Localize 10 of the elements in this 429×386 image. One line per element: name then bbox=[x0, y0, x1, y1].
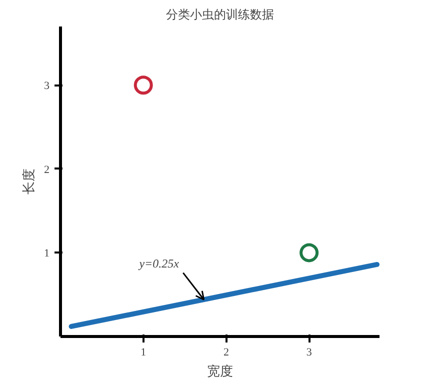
x-axis-title: 宽度 bbox=[207, 364, 233, 378]
annotation: y=0.25x bbox=[138, 256, 180, 270]
x-tick-label: 3 bbox=[306, 346, 312, 358]
y-axis-title: 长度 bbox=[21, 168, 36, 194]
x-tick-label: 1 bbox=[140, 346, 146, 358]
y-tick-label: 3 bbox=[44, 80, 50, 92]
chart-title: 分类小虫的训练数据 bbox=[166, 8, 274, 22]
x-tick-label: 2 bbox=[223, 346, 229, 358]
y-tick-label: 1 bbox=[44, 248, 50, 260]
y-tick-label: 2 bbox=[44, 164, 50, 176]
